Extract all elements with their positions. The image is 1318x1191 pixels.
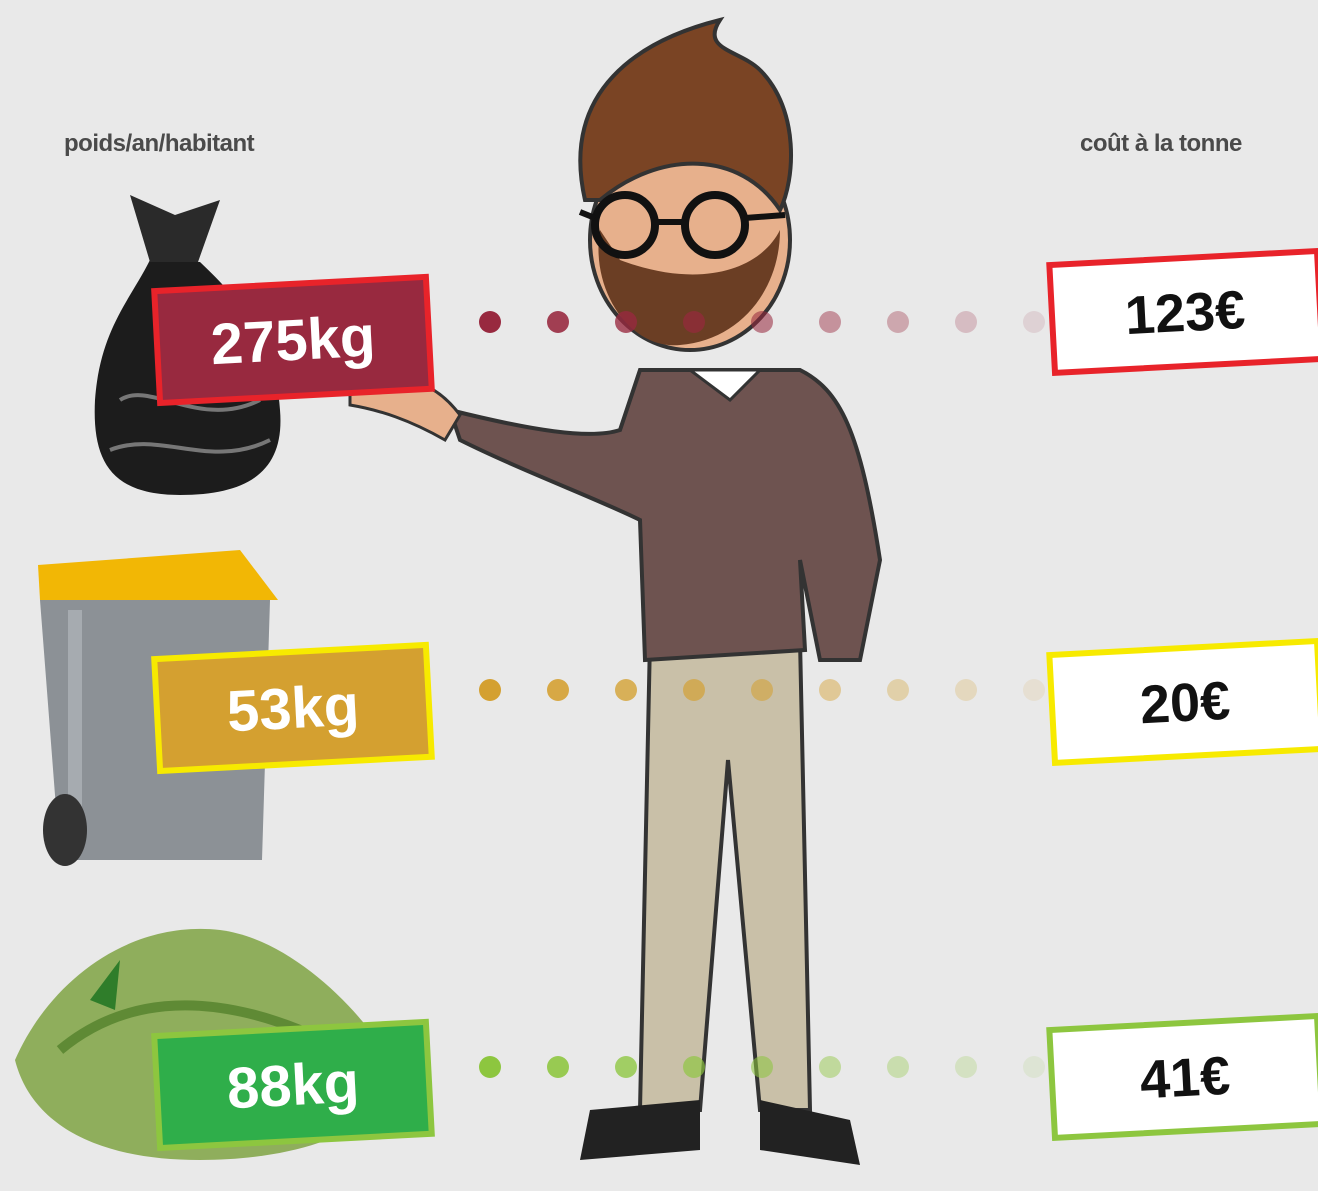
connector-dot <box>887 679 909 701</box>
connector-dot <box>615 1056 637 1078</box>
weight-text: 88kg <box>225 1050 360 1122</box>
weight-box <box>151 1018 435 1152</box>
connector-dot <box>887 311 909 333</box>
connector-dot <box>887 1056 909 1078</box>
connector-dot <box>547 1056 569 1078</box>
weight-text: 275kg <box>209 304 377 378</box>
left-header: poids/an/habitant <box>64 130 255 157</box>
connector-dot <box>955 679 977 701</box>
cost-label: 41€ <box>1046 1012 1318 1142</box>
connector-dot <box>1023 311 1045 333</box>
weight-text: 53kg <box>225 673 360 745</box>
connector-dot <box>615 311 637 333</box>
connector-dot <box>683 679 705 701</box>
connector-dot <box>547 679 569 701</box>
cost-label: 123€ <box>1046 247 1318 377</box>
connector-dot <box>683 311 705 333</box>
cost-text: 123€ <box>1123 280 1246 346</box>
connector-dot <box>479 311 501 333</box>
connector-dot <box>479 679 501 701</box>
rows: 275kg 123€ 53kg 20€ 88kg 41€ <box>151 247 1318 1152</box>
connector-dot <box>955 1056 977 1078</box>
cost-box <box>1046 247 1318 377</box>
cost-text: 20€ <box>1138 671 1231 736</box>
connector-dot <box>547 311 569 333</box>
weight-label: 53kg <box>151 641 435 775</box>
connector-dot <box>955 311 977 333</box>
cost-box <box>1046 1012 1318 1142</box>
cost-label: 20€ <box>1046 637 1318 767</box>
weight-box <box>151 273 435 407</box>
connector-dot <box>479 1056 501 1078</box>
connector-dot <box>819 311 841 333</box>
connector-dot <box>1023 679 1045 701</box>
weight-label: 88kg <box>151 1018 435 1152</box>
cost-box <box>1046 637 1318 767</box>
connector-dot <box>751 679 773 701</box>
connector-dot <box>819 1056 841 1078</box>
connector-dot <box>819 679 841 701</box>
right-header: coût à la tonne <box>1080 130 1242 157</box>
connector-dot <box>751 311 773 333</box>
connector-dot <box>1023 1056 1045 1078</box>
character <box>348 16 883 1165</box>
weight-box <box>151 641 435 775</box>
connector-dot <box>683 1056 705 1078</box>
connector-dot <box>751 1056 773 1078</box>
cost-text: 41€ <box>1138 1046 1231 1111</box>
connector-dot <box>615 679 637 701</box>
weight-label: 275kg <box>151 273 435 407</box>
